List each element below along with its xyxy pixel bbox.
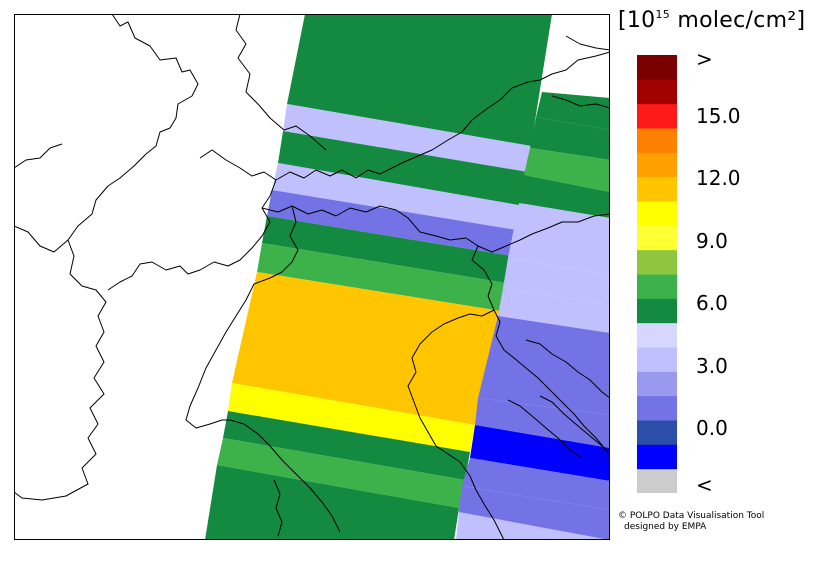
coastline [507, 399, 583, 459]
swath-band [232, 272, 501, 425]
scale-swatch [637, 152, 677, 178]
swath-band [470, 425, 610, 481]
swath-band [223, 411, 470, 480]
border-line [107, 149, 277, 291]
swath-band [524, 148, 610, 192]
border-line [253, 205, 299, 285]
coastlines-and-borders [14, 14, 610, 540]
swath-band [478, 316, 610, 415]
swath-band [536, 92, 610, 130]
scale-label: 9.0 [696, 228, 728, 253]
swath-band [217, 438, 465, 508]
unit-base: [10 [618, 8, 656, 33]
swath-band [462, 458, 610, 510]
scale-swatch [637, 225, 677, 251]
scale-swatch [637, 249, 677, 275]
coastline [14, 143, 63, 169]
coastline [407, 309, 505, 540]
border-line [261, 205, 610, 253]
border-line [111, 14, 199, 155]
eastern-swath [456, 92, 610, 540]
unit-exponent: 15 [655, 8, 671, 21]
scale-swatch [637, 347, 677, 372]
scale-label: < [696, 473, 713, 497]
swath-band [257, 243, 506, 311]
scale-swatch [637, 322, 677, 348]
scale-swatch [637, 444, 677, 470]
coastline [493, 309, 610, 457]
no2-column-map [14, 14, 610, 540]
scale-swatch [637, 201, 677, 226]
swath-band [530, 117, 610, 160]
swath-band [287, 14, 552, 146]
scale-swatch [637, 128, 677, 153]
border-line [235, 14, 327, 151]
scale-label: > [696, 47, 713, 71]
swath-band [205, 465, 459, 540]
border-line [275, 51, 610, 181]
credits: © POLPO Data Visualisation Tool designed… [618, 511, 764, 533]
scale-label: 3.0 [696, 353, 728, 378]
unit-rest: molec/cm²] [670, 8, 806, 33]
scale-swatch [637, 79, 677, 105]
coastline [539, 395, 603, 447]
border-line [471, 245, 495, 311]
swath-band [278, 131, 528, 206]
swath-band [508, 203, 610, 275]
credit-line-2: designed by EMPA [624, 522, 707, 532]
swath-band [228, 383, 475, 452]
scale-swatch [637, 55, 677, 80]
scale-label: 12.0 [696, 166, 741, 191]
legend-unit-title: [1015 molec/cm²] [618, 8, 805, 33]
swath-band [498, 288, 610, 333]
swath-band [262, 216, 512, 283]
border-line [14, 153, 147, 501]
swath-band [503, 258, 610, 305]
border-line [14, 225, 69, 253]
coastline [565, 35, 610, 51]
swath-band [283, 104, 531, 172]
swath-band [272, 163, 524, 230]
coastline [229, 419, 341, 533]
scale-swatch [637, 395, 677, 421]
coastline [525, 339, 610, 399]
scale-label: 6.0 [696, 291, 728, 316]
scale-swatch [637, 420, 677, 445]
swath-band [456, 512, 610, 540]
scale-swatch [637, 274, 677, 299]
border-line [185, 283, 255, 429]
scale-swatch [637, 371, 677, 397]
color-scale-bar [637, 55, 677, 493]
map-panel [14, 14, 610, 540]
scale-swatch [637, 103, 677, 129]
coastline [551, 95, 610, 109]
credit-line-1: © POLPO Data Visualisation Tool [618, 511, 765, 521]
scale-swatch [637, 298, 677, 324]
swath-band [519, 175, 610, 218]
coastline [273, 479, 283, 537]
western-swath [205, 14, 552, 540]
scale-label: 15.0 [696, 103, 741, 128]
scale-swatch [637, 468, 677, 493]
swath-band [475, 398, 610, 448]
scale-label: 0.0 [696, 416, 728, 441]
scale-swatch [637, 176, 677, 202]
